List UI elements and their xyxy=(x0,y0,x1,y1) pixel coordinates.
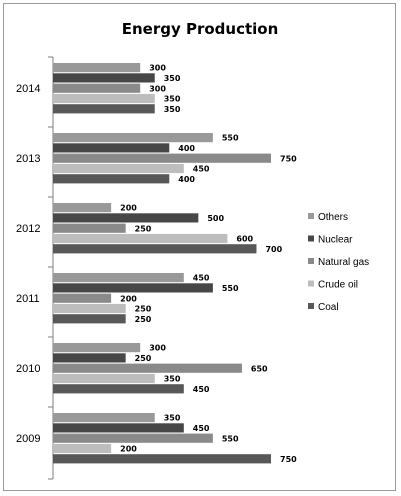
data-label: 500 xyxy=(207,214,224,223)
data-label: 450 xyxy=(193,165,210,174)
legend-swatch xyxy=(308,213,314,219)
bar-crude-oil-2011 xyxy=(53,303,126,314)
legend-label: Nuclear xyxy=(318,235,353,246)
data-label: 450 xyxy=(193,274,210,283)
data-label: 350 xyxy=(164,414,181,423)
bar-others-2010 xyxy=(53,343,141,353)
data-label: 350 xyxy=(164,375,181,384)
bar-others-2014 xyxy=(53,63,141,73)
data-label: 300 xyxy=(149,64,166,73)
data-label: 550 xyxy=(222,434,239,443)
data-label: 400 xyxy=(178,175,195,184)
category-tick-label: 2010 xyxy=(16,363,40,375)
bar-others-2011 xyxy=(53,273,184,283)
bar-coal-2012 xyxy=(53,244,257,254)
data-label: 750 xyxy=(280,154,297,163)
data-label: 200 xyxy=(120,445,137,454)
bar-crude-oil-2009 xyxy=(53,443,112,454)
legend-swatch xyxy=(308,258,314,264)
bar-nuclear-2013 xyxy=(53,143,170,153)
bar-nuclear-2010 xyxy=(53,353,126,363)
data-label: 250 xyxy=(135,224,152,233)
data-label: 450 xyxy=(193,385,210,394)
bar-crude-oil-2012 xyxy=(53,233,228,244)
bar-crude-oil-2014 xyxy=(53,93,155,104)
data-label: 700 xyxy=(265,245,282,254)
data-label: 550 xyxy=(222,284,239,293)
legend-swatch xyxy=(308,235,314,242)
bar-nuclear-2012 xyxy=(53,213,199,223)
legend-label: Others xyxy=(318,212,348,223)
bar-nuclear-2014 xyxy=(53,73,155,83)
legend-swatch xyxy=(308,303,314,309)
bar-coal-2014 xyxy=(53,104,155,114)
chart-frame: Energy Production 300 350 300 350 350 2014 550… xyxy=(3,3,396,491)
data-label: 550 xyxy=(222,134,239,143)
bar-coal-2011 xyxy=(53,314,126,324)
plot-area: 3003503003503502014550400750450400201320… xyxy=(16,56,297,480)
chart-title: Energy Production xyxy=(122,20,279,38)
category-tick-label: 2013 xyxy=(16,153,40,165)
bar-natural-gas-2014 xyxy=(53,83,141,93)
data-label: 350 xyxy=(164,74,181,83)
legend-label: Coal xyxy=(318,302,339,313)
data-label: 300 xyxy=(149,344,166,353)
bar-natural-gas-2010 xyxy=(53,363,242,373)
bar-nuclear-2009 xyxy=(53,423,184,433)
data-label: 450 xyxy=(193,424,210,433)
data-label: 200 xyxy=(120,204,137,213)
data-label: 250 xyxy=(135,354,152,363)
bar-others-2009 xyxy=(53,413,155,423)
bar-others-2013 xyxy=(53,133,213,143)
data-label: 650 xyxy=(251,364,268,373)
legend: Others Nuclear Natural gas Crude oil Coal xyxy=(308,212,369,313)
data-label: 250 xyxy=(135,315,152,324)
bar-nuclear-2011 xyxy=(53,283,213,293)
category-tick-label: 2009 xyxy=(16,433,40,445)
legend-swatch xyxy=(308,280,314,287)
bar-crude-oil-2013 xyxy=(53,163,184,174)
data-label: 350 xyxy=(164,95,181,104)
bar-coal-2013 xyxy=(53,174,170,184)
legend-label: Crude oil xyxy=(318,280,358,291)
bar-natural-gas-2012 xyxy=(53,223,126,233)
bar-coal-2010 xyxy=(53,384,184,394)
data-label: 750 xyxy=(280,455,297,464)
category-tick-label: 2011 xyxy=(16,293,40,305)
category-tick-label: 2014 xyxy=(16,83,40,95)
bar-natural-gas-2013 xyxy=(53,153,271,163)
bar-crude-oil-2010 xyxy=(53,373,155,384)
bar-chart: Energy Production 3003503003503502014550… xyxy=(16,20,369,480)
data-label: 600 xyxy=(236,235,253,244)
legend-label: Natural gas xyxy=(318,257,369,268)
data-label: 250 xyxy=(135,305,152,314)
bar-natural-gas-2009 xyxy=(53,433,213,443)
data-label: 400 xyxy=(178,144,195,153)
data-label: 200 xyxy=(120,294,137,303)
bar-others-2012 xyxy=(53,203,112,213)
bar-natural-gas-2011 xyxy=(53,293,112,303)
bar-coal-2009 xyxy=(53,454,271,464)
data-label: 350 xyxy=(164,105,181,114)
data-label: 300 xyxy=(149,84,166,93)
category-tick-label: 2012 xyxy=(16,223,40,235)
